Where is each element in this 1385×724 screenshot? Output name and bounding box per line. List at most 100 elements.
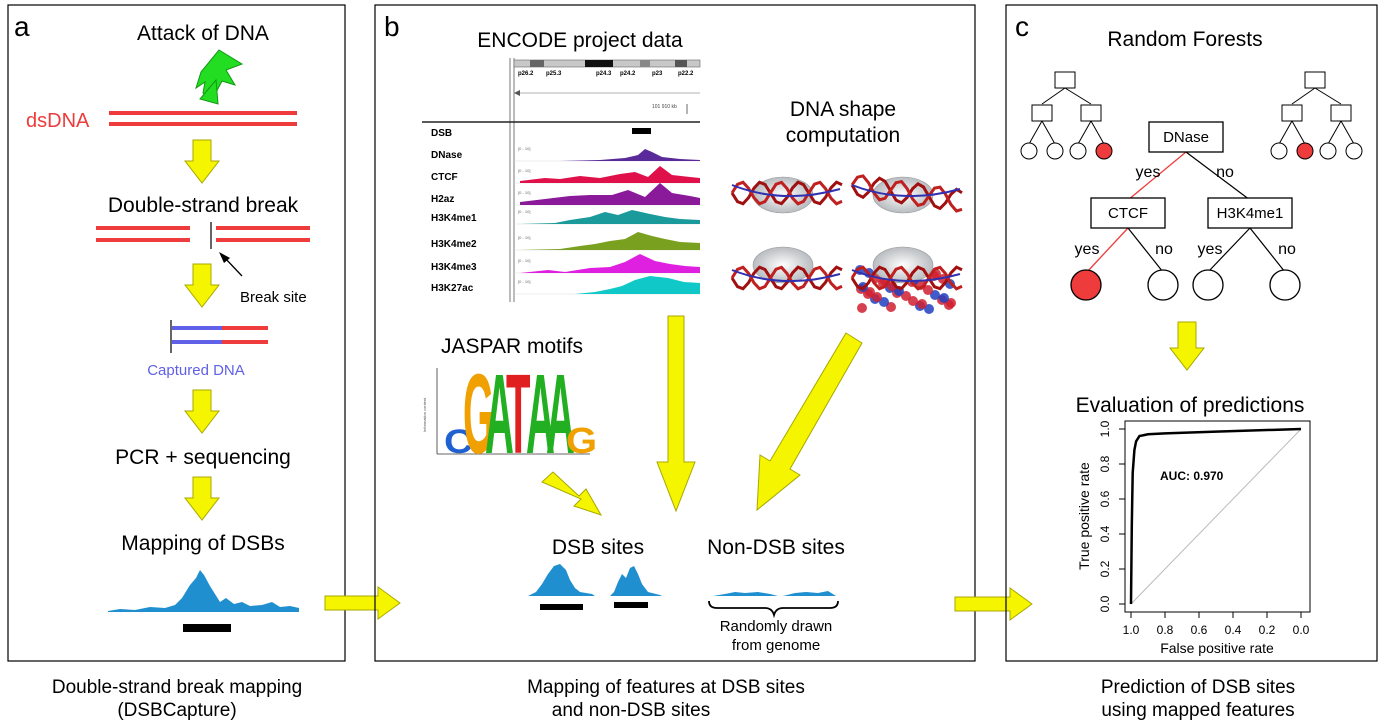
motif-letter: C [444, 422, 473, 460]
panel-b-caption-line2: and non-DSB sites [552, 700, 710, 721]
ctcf-node [1090, 197, 1166, 229]
minor-groove-line [851, 269, 961, 283]
track-signal [520, 166, 700, 183]
track-signal [520, 210, 700, 224]
broken-strand-right-bottom [216, 238, 310, 242]
atom-sphere [946, 298, 956, 308]
tree-leaf [1319, 142, 1337, 160]
roc-x-tick-label: 0.4 [1225, 623, 1242, 637]
track-label: DNase [431, 150, 463, 161]
motif-letter: G [566, 421, 597, 462]
root-no-label: no [1216, 164, 1234, 181]
captured-dna-label: Captured DNA [147, 362, 245, 379]
dsdna-label: dsDNA [26, 110, 90, 132]
roc-plot-frame [1124, 420, 1311, 613]
atom-sphere [930, 290, 940, 300]
roc-x-tick-label: 0.6 [1191, 623, 1208, 637]
atom-sphere [923, 285, 933, 295]
tree-node [1304, 71, 1326, 89]
h3k4me1-no-label: no [1278, 241, 1296, 258]
track-scale: [0 - 10] [518, 258, 530, 263]
atom-sphere [857, 303, 867, 313]
panel-a: a Attack of DNA dsDNA Double-strand brea… [7, 4, 346, 721]
flow-arrow-icon [183, 263, 221, 308]
track-signal [520, 232, 700, 250]
tree-edge-no [1249, 227, 1286, 273]
track-label: H3K4me3 [431, 262, 477, 273]
non-dsb-sites-label: Non-DSB sites [707, 536, 845, 559]
ideogram-band [530, 60, 544, 67]
tree-leaf [1046, 142, 1064, 160]
atom-sphere [917, 299, 927, 309]
captured-dna-top [222, 326, 268, 330]
track-signal [520, 254, 700, 273]
tree-node [1330, 104, 1352, 122]
tree-edge-yes [1127, 151, 1187, 201]
tree-edge [1090, 120, 1105, 145]
flow-arrow-icon [1168, 321, 1206, 371]
ctcf-no-label: no [1155, 241, 1173, 258]
panel-b-letter: b [384, 11, 400, 42]
tree-node [1080, 104, 1102, 122]
panel-b-caption-line1: Mapping of features at DSB sites [527, 677, 805, 698]
encode-title: ENCODE project data [477, 29, 683, 52]
roc-y-tick-label: 0.8 [1098, 455, 1112, 472]
mapping-label: Mapping of DSBs [121, 532, 284, 555]
leaf-negative [1147, 269, 1179, 301]
convergence-arrow-icon [541, 471, 603, 516]
ruler-arrow-icon [514, 90, 520, 96]
atom-sphere [886, 302, 896, 312]
dna-structure-image [850, 174, 963, 214]
tree-edge [1064, 87, 1092, 105]
tree-edge-yes [1086, 227, 1129, 273]
dsb-track-bar [632, 128, 651, 134]
track-signal [520, 276, 700, 294]
lightning-bolt-icon [195, 49, 244, 101]
tree-leaf [1345, 142, 1363, 160]
atom-sphere [924, 304, 934, 314]
dna-strand-bottom [109, 122, 297, 126]
motif-letter: A [546, 352, 575, 479]
track-scale: [0 - 10] [518, 279, 530, 284]
tree-leaf [1020, 142, 1038, 160]
root-node [1148, 121, 1224, 153]
lightning-tip-icon [199, 78, 219, 105]
ideogram-band [585, 60, 613, 67]
panel-c-caption-line2: using mapped features [1101, 700, 1294, 721]
panel-c-caption-line1: Prediction of DSB sites [1101, 677, 1295, 698]
roc-y-tick-label: 0.4 [1098, 525, 1112, 542]
tree-edge [1327, 120, 1342, 145]
panel-c: c Random Forests DNase yes no CTCF yes n… [1005, 4, 1378, 721]
track-scale: [0 - 10] [518, 209, 530, 214]
broken-strand-left-top [96, 226, 190, 230]
non-dsb-signal [783, 591, 836, 596]
dsb-site-bar [614, 602, 648, 608]
track-scale: [0 - 10] [518, 235, 530, 240]
small-trees [1020, 71, 1363, 160]
track-label: H3K27ac [431, 283, 474, 294]
ctcf-yes-label: yes [1075, 241, 1100, 258]
flow-arrow-icon [183, 476, 221, 521]
dsb-peak-signal [108, 570, 299, 612]
dna-structure-image [850, 246, 963, 314]
tree-edge [1041, 120, 1056, 145]
roc-y-tick-label: 0.0 [1098, 595, 1112, 612]
motif-letter: A [526, 352, 555, 479]
tree-node [1054, 71, 1076, 89]
roc-y-tick-label: 1.0 [1098, 420, 1112, 437]
ideogram-band-labels: p26.2 p25.3 p24.3 p24.2 p23 p22.2 [518, 71, 694, 77]
roc-x-tick-label: 0.2 [1259, 623, 1276, 637]
root-node-label: DNase [1163, 129, 1209, 146]
shape-title-line2: computation [786, 124, 900, 147]
dna-backbone [730, 180, 843, 206]
pcr-label: PCR + sequencing [115, 446, 291, 469]
tree-edge [1340, 120, 1355, 145]
roc-y-tick-label: 0.2 [1098, 560, 1112, 577]
non-dsb-signal [713, 592, 778, 596]
eval-title: Evaluation of predictions [1076, 394, 1305, 417]
atom-sphere [872, 292, 882, 302]
tree-edge [1314, 87, 1342, 105]
logo-y-caption: Information content [422, 397, 427, 432]
broken-strand-left-bottom [96, 238, 190, 242]
